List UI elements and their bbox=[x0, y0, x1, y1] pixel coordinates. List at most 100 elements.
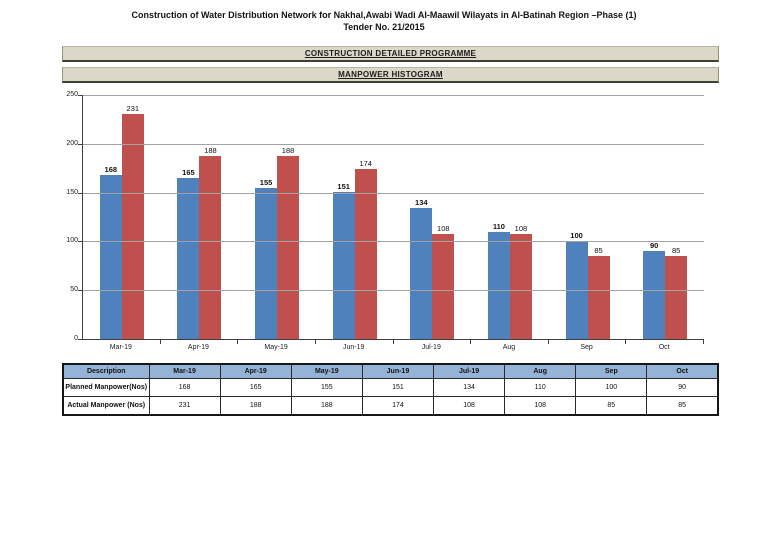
x-axis-tick-mark bbox=[470, 340, 472, 344]
table-header-cell: Sep bbox=[575, 363, 648, 379]
x-axis-category-label: May-19 bbox=[264, 344, 288, 351]
x-axis-tick-mark bbox=[159, 340, 161, 344]
chart-gridline bbox=[83, 192, 704, 194]
chart-x-axis-labels: Mar-19 Apr-19 May-19 Jun-19 Jul-19 Aug Sep Oct bbox=[82, 344, 703, 351]
table-value-cell: 231 bbox=[148, 396, 221, 416]
y-axis-tick-mark bbox=[78, 290, 82, 292]
x-axis-category-label: Aug bbox=[502, 344, 516, 351]
y-axis-tick-label: 250 bbox=[66, 91, 78, 98]
table-value-cell: 165 bbox=[219, 378, 292, 397]
table-value-cell: 100 bbox=[575, 378, 648, 397]
table-value-cell: 188 bbox=[219, 396, 292, 416]
chart-category-group: 90 85 bbox=[626, 95, 704, 344]
table-header-row: Description Mar-19 Apr-19 May-19 Jun-19 Jul-1… bbox=[62, 363, 719, 379]
table-value-cell: 110 bbox=[504, 378, 577, 397]
bar-actual-jun-19: 174 bbox=[354, 159, 377, 339]
table-row: Actual Manpower (Nos) 231 188 188 174 108 108 8… bbox=[62, 396, 719, 416]
chart-category-group: 134 108 bbox=[394, 95, 472, 344]
table-header-cell: Apr-19 bbox=[219, 363, 292, 379]
x-axis-category-label: Oct bbox=[658, 344, 670, 351]
bar-planned-jul-19: 134 bbox=[410, 198, 433, 339]
bar-actual-may-19: 188 bbox=[277, 146, 300, 339]
manpower-histogram-chart: 168 231 165 188 155 188 151 174 134 108 110 108 100 8… bbox=[62, 91, 720, 361]
y-axis-tick-mark bbox=[78, 95, 82, 96]
bar-value-label: 188 bbox=[204, 145, 217, 155]
bar-value-label: 100 bbox=[570, 231, 583, 241]
table-value-cell: 168 bbox=[148, 378, 221, 397]
bar-value-label: 85 bbox=[594, 246, 603, 256]
y-axis-tick-label: 200 bbox=[66, 139, 78, 147]
chart-bar-groups: 168 231 165 188 155 188 151 174 134 108 110 108 100 8… bbox=[83, 95, 704, 344]
table-value-cell: 108 bbox=[504, 396, 577, 416]
bar-actual-oct: 85 bbox=[665, 246, 688, 339]
chart-bar-pair: 110 108 bbox=[487, 222, 532, 339]
x-axis-category-label: Apr-19 bbox=[187, 344, 209, 351]
chart-category-group: 151 174 bbox=[316, 95, 394, 344]
bar-value-label: 108 bbox=[437, 223, 450, 233]
chart-category-group: 155 188 bbox=[238, 95, 316, 344]
x-axis-category-label: Jun-19 bbox=[342, 344, 365, 351]
project-title: Construction of Water Distribution Netwo… bbox=[131, 10, 637, 20]
banner-histogram-label: MANPOWER HISTOGRAM bbox=[338, 70, 443, 79]
x-axis-tick-mark bbox=[237, 340, 239, 344]
bar-planned-jun-19: 151 bbox=[332, 182, 355, 339]
bar-value-label: 90 bbox=[650, 241, 659, 251]
bar-value-label: 188 bbox=[281, 145, 295, 155]
bar-value-label: 231 bbox=[126, 103, 140, 113]
y-axis-tick-label: 100 bbox=[66, 237, 78, 245]
table-value-cell: 151 bbox=[361, 378, 435, 397]
banner-manpower-histogram: MANPOWER HISTOGRAM bbox=[62, 67, 719, 83]
x-axis-category-label: Mar-19 bbox=[109, 344, 132, 351]
bar-planned-aug: 110 bbox=[487, 222, 510, 339]
bar-value-label: 165 bbox=[182, 167, 195, 177]
bar-value-label: 85 bbox=[672, 246, 681, 256]
bar-actual-apr-19: 188 bbox=[199, 146, 222, 339]
chart-gridline bbox=[83, 95, 704, 96]
table-body: Planned Manpower(Nos) 168 165 155 151 134 110 1… bbox=[62, 378, 719, 416]
y-axis-tick-label: 150 bbox=[66, 188, 78, 196]
table-header-cell: May-19 bbox=[290, 363, 363, 379]
tender-number: Tender No. 21/2015 bbox=[343, 21, 425, 32]
x-axis-tick-mark bbox=[314, 340, 316, 344]
chart-gridline bbox=[83, 143, 704, 145]
y-axis-tick-mark bbox=[78, 339, 82, 340]
chart-bar-pair: 165 188 bbox=[177, 146, 222, 339]
chart-bar-pair: 151 174 bbox=[332, 159, 377, 339]
y-axis-tick-label: 0 bbox=[74, 335, 78, 342]
chart-bar-pair: 90 85 bbox=[643, 241, 688, 339]
table-header-cell: Description bbox=[62, 363, 150, 379]
table-header-cell: Jul-19 bbox=[432, 363, 506, 379]
y-axis-tick-mark bbox=[78, 192, 82, 194]
chart-category-group: 100 85 bbox=[549, 95, 627, 344]
bar-actual-aug: 108 bbox=[509, 224, 532, 339]
table-row-label: Planned Manpower(Nos) bbox=[62, 378, 150, 397]
chart-bar-pair: 134 108 bbox=[410, 198, 455, 339]
chart-gridline bbox=[83, 290, 704, 292]
x-axis-tick-mark bbox=[547, 340, 549, 344]
x-axis-tick-mark bbox=[703, 340, 704, 344]
chart-gridline bbox=[83, 241, 704, 243]
table-row-label: Actual Manpower (Nos) bbox=[62, 396, 150, 416]
banner-programme-label: CONSTRUCTION DETAILED PROGRAMME bbox=[304, 49, 477, 58]
bar-actual-mar-19: 231 bbox=[121, 104, 144, 339]
bar-planned-apr-19: 165 bbox=[177, 168, 200, 339]
table-value-cell: 155 bbox=[290, 378, 363, 397]
x-axis-category-label: Jul-19 bbox=[421, 344, 441, 351]
table-header-cell: Mar-19 bbox=[148, 363, 221, 379]
table-header-cell: Oct bbox=[646, 363, 719, 379]
table-value-cell: 85 bbox=[575, 396, 648, 416]
table-value-cell: 134 bbox=[432, 378, 506, 397]
bar-value-label: 134 bbox=[415, 198, 428, 208]
bar-actual-jul-19: 108 bbox=[432, 224, 455, 339]
chart-category-group: 165 188 bbox=[161, 95, 239, 344]
bar-planned-oct: 90 bbox=[643, 241, 666, 339]
bar-value-label: 155 bbox=[259, 177, 273, 187]
table-value-cell: 85 bbox=[646, 396, 719, 416]
bar-value-label: 168 bbox=[104, 165, 118, 175]
bar-planned-may-19: 155 bbox=[255, 178, 278, 339]
table-value-cell: 174 bbox=[361, 396, 435, 416]
x-axis-tick-mark bbox=[392, 340, 394, 344]
bar-value-label: 108 bbox=[514, 223, 528, 233]
page-title: Construction of Water Distribution Netwo… bbox=[0, 10, 768, 33]
manpower-data-table: Description Mar-19 Apr-19 May-19 Jun-19 Jul-1… bbox=[62, 363, 719, 416]
